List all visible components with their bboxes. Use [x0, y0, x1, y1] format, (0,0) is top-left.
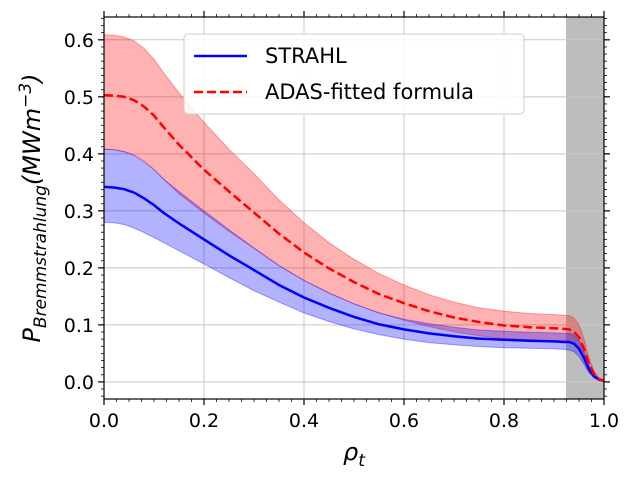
x-tick-label: 0.4	[289, 410, 319, 432]
y-tick-label: 0.2	[64, 258, 94, 280]
legend: STRAHL ADAS-fitted formula	[183, 33, 525, 115]
y-tick-label: 0.5	[64, 87, 94, 109]
legend-box	[183, 33, 525, 115]
series-line-layer	[103, 93, 605, 383]
x-tick-label: 0.2	[189, 410, 219, 432]
x-tick-label: 1.0	[589, 410, 619, 432]
y-axis-title: PBremmstrahlung(MWm−3)	[16, 73, 51, 342]
tick-label-layer: 0.0 0.2 0.4 0.6 0.8 1.0 0.0 0.1 0.2 0.3 0.4 0.5 0.6	[64, 30, 619, 432]
y-tick-label: 0.6	[64, 30, 94, 52]
x-tick-label: 0.6	[389, 410, 419, 432]
y-tick-label: 0.3	[64, 201, 94, 223]
y-axis-title-unit: (MWm	[18, 108, 46, 185]
y-axis-title-close: )	[18, 73, 46, 84]
x-axis-title-base: ρ	[343, 438, 358, 466]
series-line-adas	[103, 93, 605, 382]
y-axis-title-base: P	[18, 328, 46, 343]
legend-label-strahl: STRAHL	[265, 44, 347, 68]
series-line-strahl	[103, 185, 605, 383]
tick-layer	[98, 11, 610, 405]
y-axis-title-exp: −3	[16, 83, 36, 108]
y-axis-title-sub: Bremmstrahlung	[31, 185, 51, 328]
x-axis-title: ρt	[343, 438, 366, 471]
y-tick-label: 0.4	[64, 144, 94, 166]
shaded-region	[566, 17, 604, 399]
shaded-region-layer	[566, 17, 604, 399]
y-tick-label: 0.1	[64, 315, 94, 337]
x-tick-label: 0.8	[489, 410, 519, 432]
legend-label-adas: ADAS-fitted formula	[265, 80, 474, 104]
y-tick-label: 0.0	[64, 372, 94, 394]
x-axis-title-sub: t	[358, 451, 366, 471]
x-tick-label: 0.0	[89, 410, 119, 432]
